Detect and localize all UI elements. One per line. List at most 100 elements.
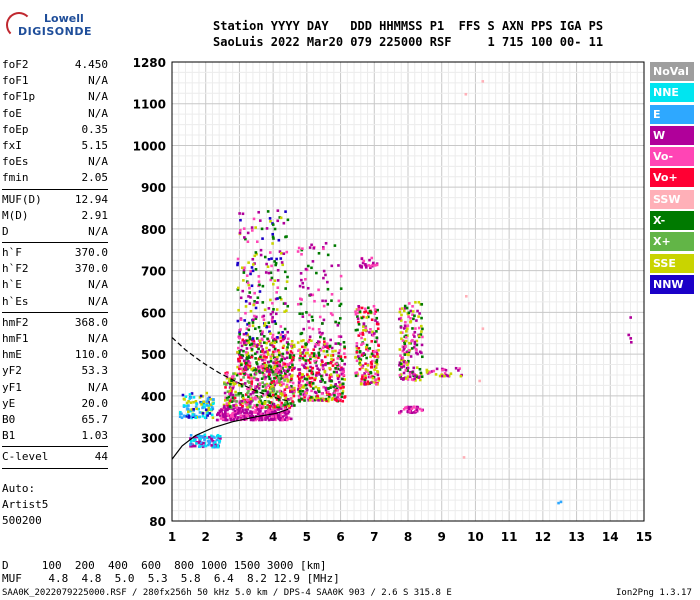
data-point — [403, 324, 407, 327]
data-point — [266, 353, 270, 356]
data-point — [369, 328, 372, 331]
data-point — [447, 374, 451, 378]
data-point — [334, 366, 337, 370]
data-point — [261, 368, 265, 372]
data-point — [410, 339, 413, 343]
data-point — [254, 411, 258, 414]
data-point — [239, 372, 242, 376]
data-point — [247, 395, 250, 399]
data-point — [210, 437, 213, 441]
data-point — [420, 351, 423, 355]
data-point — [251, 337, 255, 340]
data-point — [248, 286, 251, 290]
data-point — [281, 367, 284, 370]
data-point — [341, 382, 345, 386]
data-point — [308, 361, 312, 364]
data-point — [405, 405, 408, 409]
data-point — [336, 365, 339, 369]
data-point — [289, 389, 292, 393]
data-point — [240, 384, 244, 388]
data-point — [249, 272, 252, 276]
data-point — [298, 284, 302, 288]
data-point — [245, 332, 248, 335]
data-point — [310, 266, 313, 270]
data-point — [319, 348, 323, 352]
data-point — [311, 396, 315, 400]
data-point — [277, 331, 281, 335]
data-point — [236, 261, 240, 265]
param-key: foF1 — [2, 74, 29, 88]
data-point — [308, 381, 311, 384]
data-point — [404, 369, 408, 372]
data-point — [341, 390, 345, 393]
data-point — [263, 321, 267, 325]
data-point — [240, 367, 244, 370]
data-point — [325, 373, 328, 377]
data-point — [317, 390, 321, 394]
data-point — [229, 377, 232, 381]
data-point — [229, 417, 233, 421]
data-point — [438, 374, 442, 378]
data-point — [261, 393, 265, 397]
data-point — [271, 301, 274, 305]
data-point — [298, 357, 302, 360]
data-point — [290, 360, 293, 364]
data-point — [286, 337, 290, 341]
data-point — [232, 372, 235, 375]
data-point — [224, 418, 227, 422]
data-point — [283, 372, 287, 375]
data-point — [300, 278, 303, 282]
data-point — [247, 373, 250, 377]
data-point — [372, 304, 376, 308]
data-point — [198, 439, 201, 443]
data-point — [224, 408, 228, 412]
legend-item-x-: X- — [650, 211, 694, 231]
data-point — [329, 312, 333, 315]
data-point — [302, 384, 306, 388]
data-point — [273, 365, 277, 368]
curve-profile-upper — [171, 336, 289, 402]
data-point — [315, 371, 319, 375]
data-point — [264, 375, 268, 379]
data-point — [317, 371, 320, 375]
data-point — [287, 343, 290, 346]
data-point — [410, 411, 414, 415]
data-point — [248, 381, 252, 384]
data-point — [297, 246, 301, 250]
param-value: N/A — [88, 74, 108, 88]
data-point — [417, 334, 421, 338]
data-point — [278, 364, 281, 367]
data-point — [267, 339, 271, 343]
data-point — [269, 401, 273, 404]
data-point — [330, 398, 334, 401]
data-point — [271, 320, 274, 324]
y-tick-label: 900 — [141, 181, 166, 195]
data-point — [226, 412, 230, 416]
data-point — [238, 332, 242, 336]
param-key: hmF2 — [2, 315, 29, 329]
data-point — [407, 406, 411, 409]
param-key: MUF(D) — [2, 192, 42, 206]
data-point — [270, 276, 274, 280]
data-point — [255, 385, 259, 388]
data-point — [259, 399, 262, 403]
data-point — [458, 367, 461, 370]
data-point — [261, 348, 265, 351]
data-point — [361, 373, 364, 377]
data-point — [276, 219, 280, 223]
data-point — [272, 387, 276, 391]
data-point — [420, 409, 424, 412]
data-point — [285, 377, 288, 380]
data-point — [261, 405, 265, 408]
data-point — [304, 267, 308, 271]
data-point — [420, 375, 424, 378]
data-point — [410, 407, 414, 411]
data-point — [343, 345, 346, 349]
logo-line2: DIGISONDE — [18, 25, 92, 38]
data-point — [257, 387, 261, 390]
data-point — [256, 367, 259, 371]
data-point — [408, 372, 412, 376]
data-point — [202, 441, 205, 445]
data-point — [402, 371, 406, 375]
data-point — [365, 343, 369, 347]
